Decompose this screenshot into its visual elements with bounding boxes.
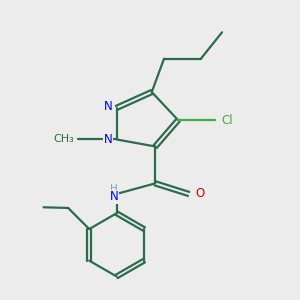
Text: N: N bbox=[110, 190, 118, 203]
Text: CH₃: CH₃ bbox=[53, 134, 74, 145]
Text: Cl: Cl bbox=[221, 114, 233, 127]
Text: N: N bbox=[104, 133, 112, 146]
Text: N: N bbox=[104, 100, 112, 112]
Text: H: H bbox=[110, 184, 118, 194]
Text: O: O bbox=[195, 188, 204, 200]
